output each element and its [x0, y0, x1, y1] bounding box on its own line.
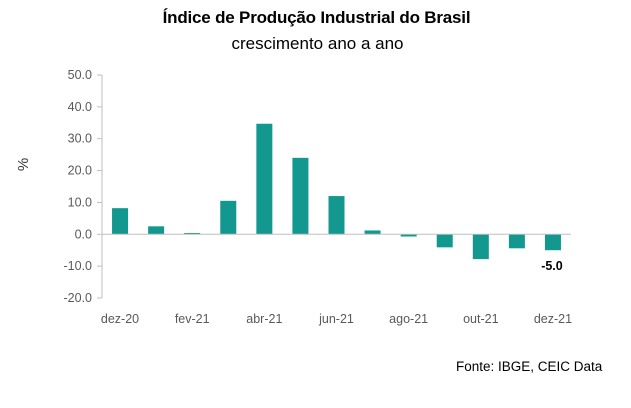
x-tick-label: fev-21	[175, 312, 210, 326]
x-tick-label: ago-21	[389, 312, 428, 326]
y-tick-label: 10.0	[68, 195, 92, 209]
bar-mai-21	[292, 157, 309, 235]
y-tick-label: -20.0	[64, 291, 93, 305]
x-tick-label: abr-21	[246, 312, 282, 326]
bar-abr-21	[256, 123, 273, 235]
bar-dez-21	[544, 234, 561, 251]
y-tick-label: 40.0	[68, 100, 92, 114]
bar-set-21	[436, 234, 453, 248]
bar-mar-21	[220, 200, 237, 235]
y-tick-label: 30.0	[68, 132, 92, 146]
y-tick-label: -10.0	[64, 259, 93, 273]
bar-jul-21	[364, 230, 381, 235]
chart-title: Índice de Produção Industrial do Brasil	[162, 8, 471, 27]
y-tick-label: 20.0	[68, 164, 92, 178]
y-tick-label: 50.0	[68, 68, 92, 82]
bar-dez-20	[112, 208, 129, 235]
bar-nov-21	[508, 234, 525, 249]
x-tick-label: dez-20	[101, 312, 139, 326]
x-tick-label: jun-21	[318, 312, 354, 326]
x-tick-label: out-21	[463, 312, 498, 326]
bar-out-21	[472, 234, 489, 260]
source-note: Fonte: IBGE, CEIC Data	[456, 359, 603, 374]
data-label-dez-21: -5.0	[541, 259, 563, 273]
x-tick-label: dez-21	[534, 312, 572, 326]
bar-fev-21	[184, 233, 201, 235]
bar-ago-21	[400, 234, 417, 237]
bar-jan-21	[148, 226, 165, 235]
chart-subtitle: crescimento ano a ano	[231, 34, 404, 53]
y-tick-label: 0.0	[75, 227, 92, 241]
bar-jun-21	[328, 196, 345, 235]
